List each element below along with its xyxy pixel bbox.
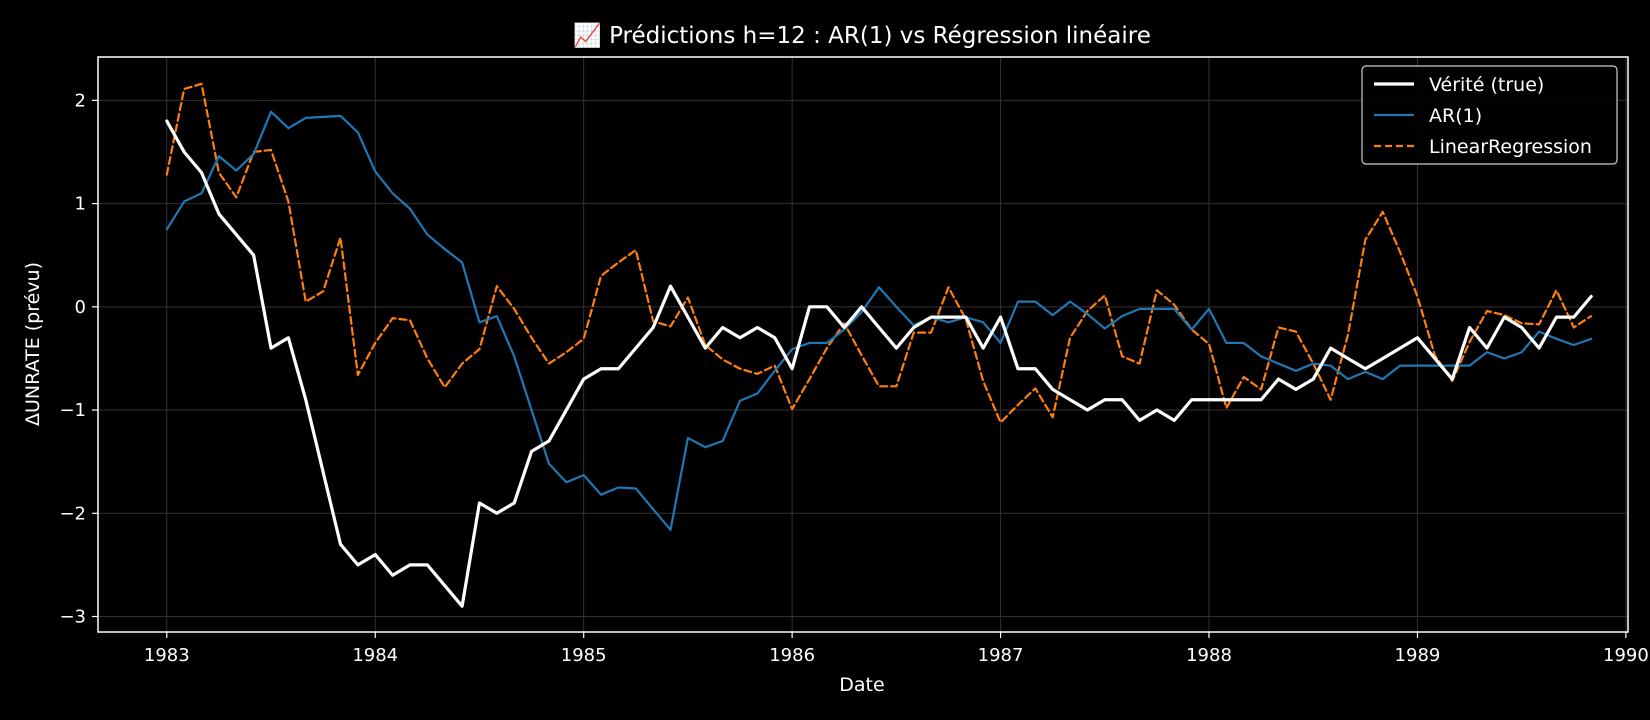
y-tick-label: −3 [59, 607, 86, 628]
x-tick-label: 1985 [561, 645, 607, 666]
y-tick-label: 1 [75, 194, 86, 215]
x-tick-label: 1989 [1395, 645, 1441, 666]
legend-label-true: Vérité (true) [1429, 74, 1544, 96]
series-line-linearregression [165, 82, 1593, 424]
x-tick-label: 1984 [352, 645, 398, 666]
legend-label-linear-regression: LinearRegression [1429, 136, 1592, 158]
y-tick-label: 0 [75, 297, 86, 318]
y-axis: 2 1 0 −1 −2 −3 [59, 90, 98, 628]
chart-title: 📈 Prédictions h=12 : AR(1) vs Régression… [573, 22, 1151, 49]
x-tick-label: 1988 [1186, 645, 1232, 666]
x-tick-label: 1986 [769, 645, 815, 666]
y-axis-label: ΔUNRATE (prévu) [22, 262, 44, 426]
legend: Vérité (true) AR(1) LinearRegression [1361, 65, 1618, 165]
x-axis: 1983 1984 1985 1986 1987 1988 1989 1990 [144, 632, 1649, 666]
y-tick-label: −1 [59, 400, 86, 421]
legend-box [1361, 65, 1618, 165]
x-tick-label: 1990 [1603, 645, 1649, 666]
y-tick-label: 2 [75, 90, 86, 111]
plot-frame [97, 56, 1629, 633]
x-tick-label: 1987 [978, 645, 1024, 666]
series-group [165, 82, 1593, 608]
series-line-ar-1 [165, 110, 1593, 531]
series-line-v-rit-true [165, 119, 1593, 608]
y-tick-label: −2 [59, 503, 86, 524]
x-tick-label: 1983 [144, 645, 190, 666]
legend-label-ar1: AR(1) [1429, 105, 1482, 127]
x-axis-label: Date [839, 674, 884, 696]
